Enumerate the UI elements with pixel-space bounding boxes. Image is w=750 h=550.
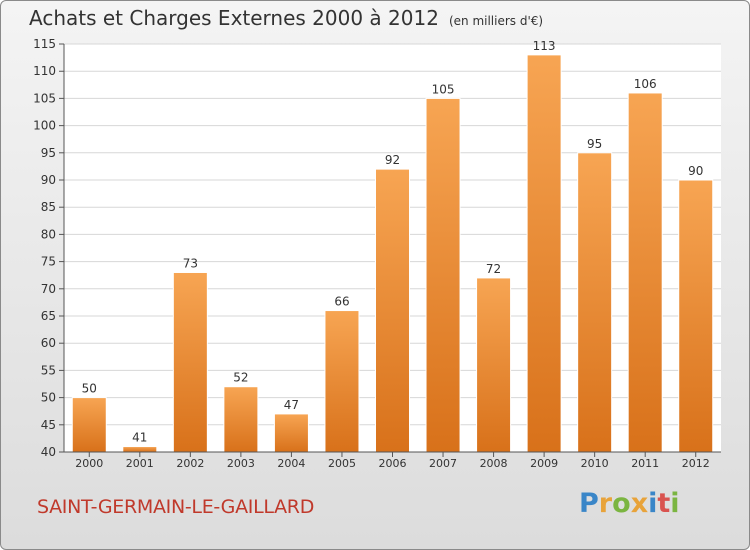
proxiti-logo: Proxiti	[579, 488, 680, 519]
y-tick-label: 100	[33, 119, 56, 133]
chart-unit: (en milliers d'€)	[448, 14, 544, 28]
bar-2006	[375, 168, 410, 453]
bar-2011	[627, 92, 663, 453]
x-tick-label: 2002	[176, 457, 204, 470]
bars-group	[71, 54, 714, 453]
logo-letter: i	[670, 488, 680, 519]
logo-letter: i	[648, 488, 658, 519]
y-tick-label: 90	[41, 173, 56, 187]
bar-2008	[476, 277, 512, 453]
x-tick-label: 2012	[682, 457, 710, 470]
y-tick-label: 60	[41, 336, 56, 350]
bar-2005	[324, 310, 360, 453]
bar-value-label: 105	[432, 82, 455, 96]
bar-2004	[273, 413, 309, 453]
y-tick-label: 110	[33, 64, 56, 78]
x-tick-label: 2003	[227, 457, 255, 470]
x-tick-label: 2011	[631, 457, 659, 470]
x-tick-label: 2007	[429, 457, 457, 470]
y-tick-label: 40	[41, 445, 56, 459]
bar-value-label: 73	[183, 256, 198, 270]
bar-value-label: 66	[334, 295, 349, 309]
y-tick-label: 95	[41, 146, 56, 160]
x-tick-label: 2008	[480, 457, 508, 470]
bar-value-label: 95	[587, 137, 602, 151]
x-tick-label: 2009	[530, 457, 558, 470]
bar-value-label: 113	[533, 39, 556, 53]
y-axis: 40 45 50 55 60 65 70 75 80 85 90 95 100 105 110 115	[33, 37, 65, 459]
x-tick-label: 2005	[328, 457, 356, 470]
bar-value-label: 90	[688, 164, 703, 178]
chart-title: Achats et Charges Externes 2000 à 2012 (e…	[29, 6, 543, 30]
bar-value-label: 47	[284, 398, 299, 412]
y-tick-label: 105	[33, 91, 56, 105]
bar-value-label: 92	[385, 153, 400, 167]
x-tick-label: 2004	[277, 457, 305, 470]
y-tick-label: 50	[41, 391, 56, 405]
bar-value-label: 72	[486, 262, 501, 276]
y-tick-label: 70	[41, 282, 56, 296]
bar-value-label: 52	[233, 371, 248, 385]
x-tick-label: 2010	[581, 457, 609, 470]
chart-title-text: Achats et Charges Externes 2000 à 2012	[29, 6, 439, 30]
bar-2009	[526, 54, 562, 453]
commune-name: SAINT-GERMAIN-LE-GAILLARD	[37, 496, 315, 518]
logo-letter: t	[657, 488, 671, 519]
bar-2012	[678, 179, 714, 453]
logo-letter: r	[598, 488, 613, 519]
y-tick-label: 80	[41, 227, 56, 241]
bar-2001	[122, 446, 158, 453]
x-tick-label: 2001	[126, 457, 154, 470]
y-tick-label: 85	[41, 200, 56, 214]
value-labels: 50 41 73 52 47 66 92 105 72 113 95 106 90	[82, 39, 704, 445]
logo-letter: P	[579, 488, 599, 519]
y-tick-label: 55	[41, 363, 56, 377]
y-tick-label: 65	[41, 309, 56, 323]
logo-letter: o	[612, 488, 631, 519]
x-axis: 2000 2001 2002 2003 2004 2005 2006 2007 2008 2009…	[64, 451, 721, 470]
bar-value-label: 41	[132, 431, 147, 445]
bar-2000	[71, 397, 107, 453]
bar-2003	[223, 386, 259, 453]
x-tick-label: 2006	[379, 457, 407, 470]
y-tick-label: 45	[41, 418, 56, 432]
bar-value-label: 106	[634, 77, 657, 91]
x-tick-label: 2000	[75, 457, 103, 470]
y-tick-label: 115	[33, 37, 56, 51]
bar-2002	[172, 271, 208, 453]
y-tick-label: 75	[41, 255, 56, 269]
logo-letter: x	[630, 488, 649, 519]
bar-value-label: 50	[82, 382, 97, 396]
bar-2010	[577, 152, 613, 453]
bar-2007	[425, 97, 461, 453]
